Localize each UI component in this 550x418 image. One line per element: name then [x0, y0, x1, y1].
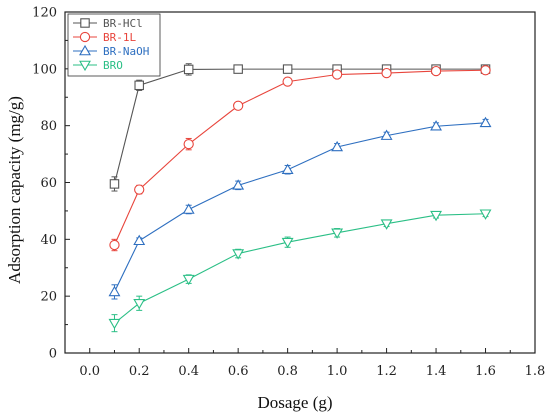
series-line — [113, 122, 486, 293]
circle-marker — [381, 67, 392, 79]
y-tick-label: 40 — [40, 233, 57, 248]
legend-label: BR-NaOH — [103, 45, 149, 58]
x-tick-label: 1.2 — [376, 364, 397, 379]
x-tick-label: 1.8 — [525, 364, 546, 379]
square-marker — [183, 64, 194, 75]
triangle-down-marker — [430, 210, 443, 222]
triangle-up-marker — [380, 129, 393, 140]
triangle-down-marker — [232, 249, 245, 260]
circle-marker — [233, 100, 244, 111]
series-line — [113, 68, 486, 185]
triangle-down-marker — [331, 228, 344, 239]
triangle-up-marker — [479, 116, 492, 128]
y-tick-label: 20 — [40, 290, 57, 305]
y-tick-label: 80 — [40, 119, 57, 134]
triangle-up-marker — [79, 44, 91, 56]
y-tick-label: 120 — [32, 6, 57, 21]
circle-marker — [331, 69, 343, 80]
series-br-1l — [109, 65, 491, 252]
circle-marker — [480, 65, 491, 76]
square-marker — [109, 179, 120, 189]
circle-marker — [282, 76, 293, 87]
square-marker — [282, 64, 293, 74]
circle-marker — [430, 65, 442, 77]
circle-marker — [183, 138, 194, 150]
x-axis-title: Dosage (g) — [257, 393, 332, 412]
triangle-down-marker — [479, 209, 492, 220]
circle-marker — [109, 239, 120, 251]
triangle-up-marker — [133, 234, 146, 246]
x-tick-label: 0.2 — [129, 364, 150, 379]
series-br-naoh — [108, 116, 492, 300]
square-marker — [233, 64, 243, 74]
triangle-down-marker — [108, 318, 121, 330]
triangle-down-marker — [182, 274, 195, 286]
y-tick-label: 100 — [32, 62, 57, 77]
series-bro — [108, 209, 492, 333]
x-tick-label: 0.8 — [277, 364, 298, 379]
x-tick-label: 0.0 — [79, 364, 100, 379]
triangle-down-marker — [380, 219, 393, 230]
triangle-down-marker — [79, 60, 91, 72]
series-line — [114, 213, 486, 324]
y-tick-label: 60 — [40, 176, 57, 191]
triangle-up-marker — [182, 203, 195, 214]
square-marker — [134, 80, 144, 91]
triangle-up-marker — [108, 285, 121, 297]
x-tick-label: 1.6 — [475, 364, 496, 379]
x-tick-label: 0.4 — [178, 364, 199, 379]
triangle-down-marker — [281, 237, 294, 249]
legend-label: BR-HCl — [103, 17, 143, 30]
y-tick-label: 0 — [49, 347, 57, 362]
x-tick-label: 1.4 — [426, 364, 447, 379]
circle-marker — [134, 184, 145, 195]
triangle-up-marker — [232, 179, 245, 190]
legend-label: BR-1L — [103, 31, 136, 44]
triangle-down-marker — [133, 298, 146, 310]
legend-label: BRO — [103, 59, 123, 72]
square-marker — [80, 18, 90, 28]
y-axis-title: Adsorption capacity (mg/g) — [5, 96, 24, 284]
triangle-up-marker — [281, 163, 294, 175]
triangle-up-marker — [331, 140, 344, 152]
x-tick-label: 0.6 — [228, 364, 249, 379]
x-tick-label: 1.0 — [327, 364, 348, 379]
triangle-up-marker — [430, 120, 443, 131]
series-line — [113, 69, 486, 246]
circle-marker — [79, 31, 91, 43]
